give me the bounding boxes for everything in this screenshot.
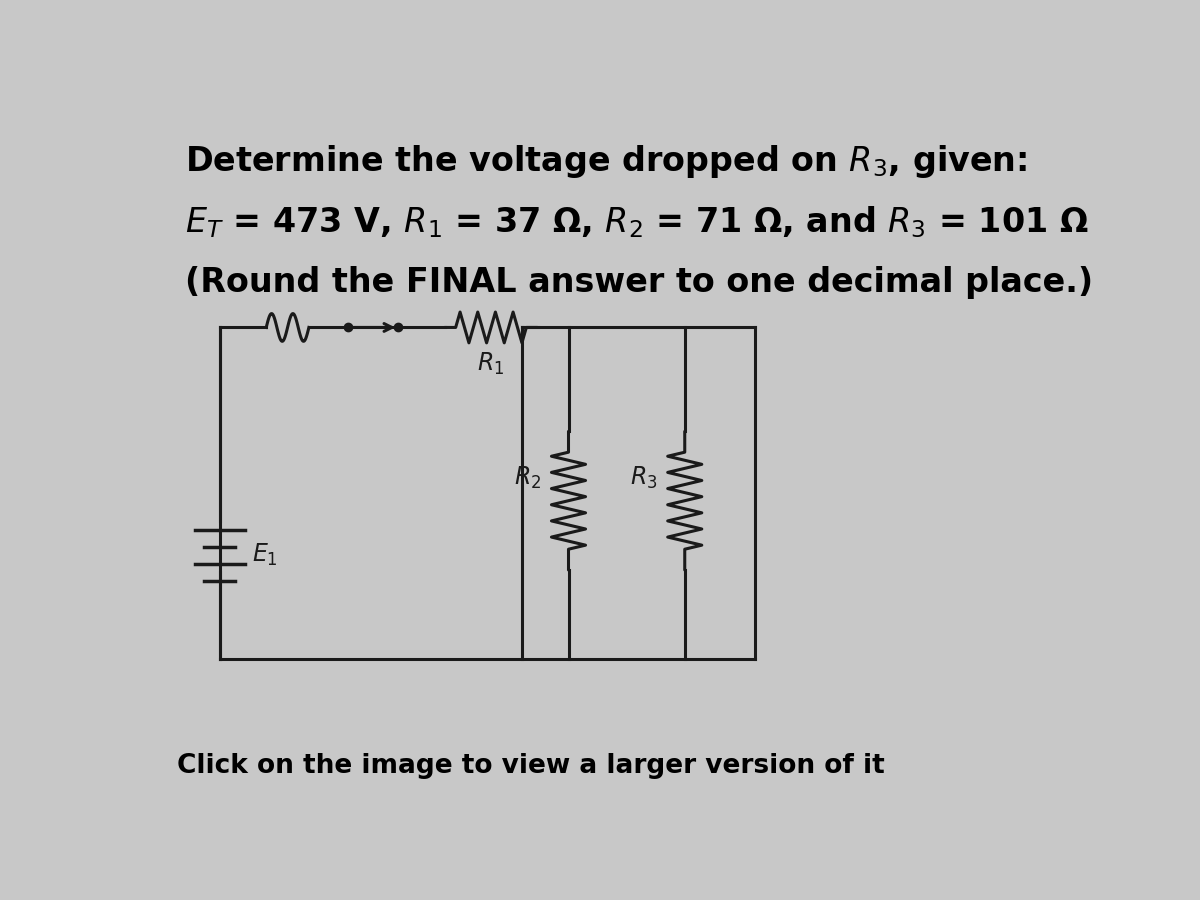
Text: $E_T$ = 473 V, $R_1$ = 37 Ω, $R_2$ = 71 Ω, and $R_3$ = 101 Ω: $E_T$ = 473 V, $R_1$ = 37 Ω, $R_2$ = 71 … xyxy=(185,204,1088,240)
Text: $R_3$: $R_3$ xyxy=(630,464,658,491)
Text: Determine the voltage dropped on $R_3$, given:: Determine the voltage dropped on $R_3$, … xyxy=(185,142,1027,180)
Text: $E_1$: $E_1$ xyxy=(252,543,278,569)
Text: (Round the FINAL answer to one decimal place.): (Round the FINAL answer to one decimal p… xyxy=(185,266,1093,299)
Text: $R_2$: $R_2$ xyxy=(514,464,541,491)
Text: Click on the image to view a larger version of it: Click on the image to view a larger vers… xyxy=(178,753,884,779)
Text: $R_1$: $R_1$ xyxy=(478,350,505,377)
